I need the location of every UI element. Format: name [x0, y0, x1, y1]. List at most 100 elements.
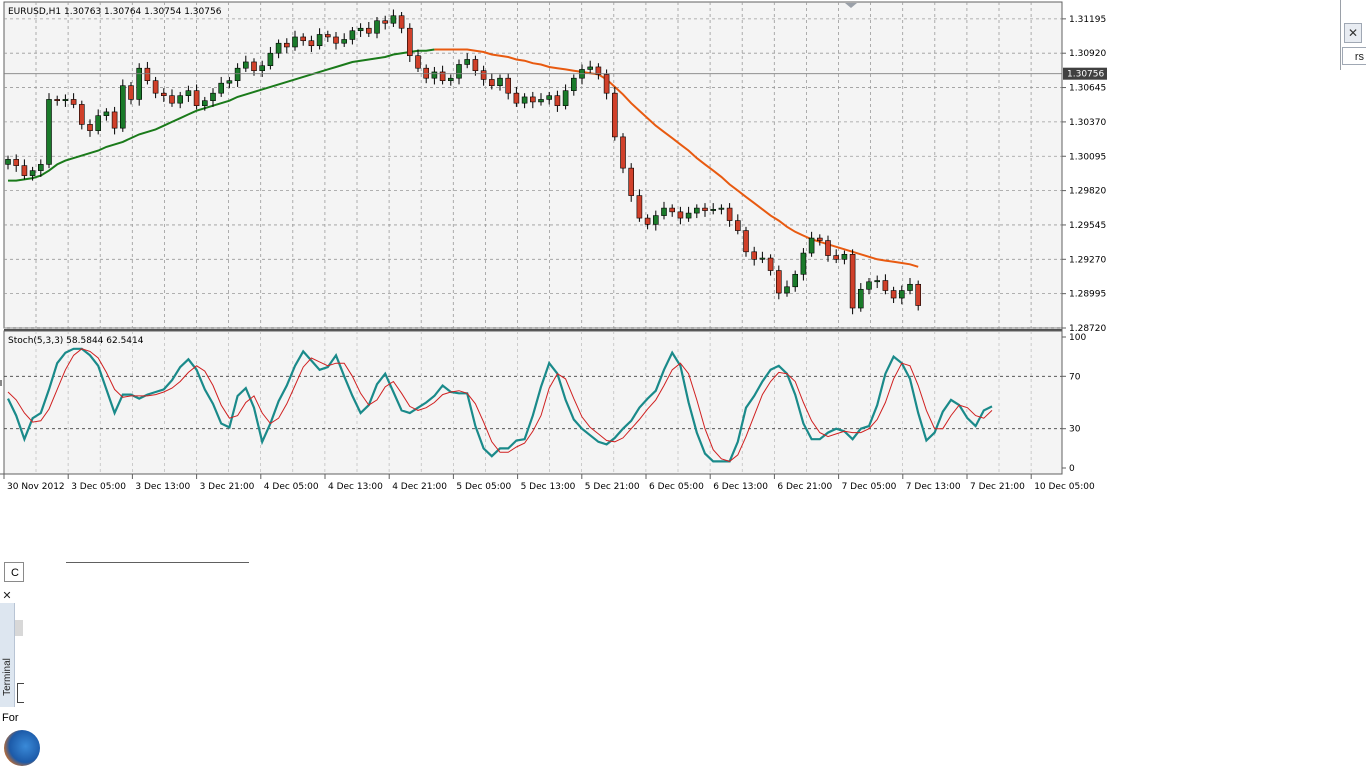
close-button[interactable]: ✕	[1344, 23, 1362, 43]
candle	[382, 15, 389, 30]
candle-body	[529, 96, 536, 103]
candle-body	[464, 59, 471, 65]
tab-fragment[interactable]: rs	[1342, 47, 1366, 65]
candle-body	[62, 99, 69, 101]
candle-body	[136, 67, 142, 100]
left-panel-scroll-block	[15, 620, 23, 636]
candle	[128, 81, 134, 105]
candle	[628, 163, 635, 202]
candle	[193, 84, 200, 110]
candle-body	[546, 95, 553, 100]
candle	[308, 35, 315, 52]
candle	[620, 133, 626, 174]
candle	[587, 60, 594, 74]
candle-body	[898, 290, 905, 299]
candle-body	[226, 80, 233, 84]
candle-body	[554, 95, 561, 106]
candle	[792, 270, 799, 292]
candle-body	[784, 286, 790, 294]
stochastic-main-line	[7, 347, 993, 463]
candle-body	[702, 207, 708, 211]
stochastic-pane[interactable]	[3, 330, 1063, 475]
candle	[349, 26, 356, 45]
candle	[390, 9, 397, 27]
candle-body	[456, 64, 462, 79]
chart-canvas[interactable]: 1.31195 1.30920 1.30645 1.30370 1.30095 1.298…	[0, 0, 1111, 497]
candle-body	[874, 280, 881, 283]
candle	[316, 28, 323, 50]
candle-body	[595, 66, 602, 75]
moving-average	[8, 48, 919, 268]
candle	[472, 55, 479, 76]
candle	[13, 154, 19, 172]
candle	[103, 108, 110, 121]
candle	[210, 88, 216, 107]
candle-body	[685, 212, 692, 219]
price-y-tick-label: 1.29820	[1069, 187, 1106, 197]
candle-body	[636, 195, 643, 219]
candle-body	[505, 77, 512, 94]
candle	[644, 214, 651, 230]
candle-body	[292, 36, 298, 48]
candle	[554, 90, 561, 112]
candle	[46, 93, 52, 169]
candle	[718, 204, 725, 215]
candle-body	[390, 15, 397, 24]
candle	[825, 235, 831, 262]
candle-body	[562, 90, 569, 106]
candle-body	[374, 20, 380, 34]
candle-body	[841, 254, 848, 260]
candle	[734, 214, 741, 235]
stochastic-pane-header: Stoch(5,3,3) 58.5844 62.5414	[8, 336, 144, 346]
browser-icon[interactable]	[4, 730, 40, 766]
candle	[882, 274, 889, 295]
candle	[816, 234, 823, 246]
x-tick-label: 5 Dec 05:00	[456, 482, 511, 492]
candle-body	[480, 70, 487, 80]
stochastic-y-tick-label: 100	[1069, 333, 1086, 343]
candle-body	[144, 67, 151, 81]
candle	[406, 23, 413, 62]
candle	[226, 76, 233, 89]
pane-separator[interactable]	[4, 329, 1062, 331]
candle	[898, 285, 905, 305]
candle-body	[87, 124, 93, 131]
x-tick-label: 7 Dec 05:00	[842, 482, 897, 492]
candle-body	[111, 111, 118, 129]
candle-body	[13, 159, 19, 166]
candle	[259, 60, 266, 77]
terminal-strip[interactable]	[0, 603, 15, 707]
candle-body	[423, 67, 430, 79]
shift-marker[interactable]	[845, 3, 857, 8]
left-panel-for-label: For	[2, 712, 19, 724]
price-pane[interactable]	[3, 1, 1063, 329]
candle-body	[611, 92, 618, 138]
terminal-label[interactable]: Terminal	[2, 658, 13, 696]
left-panel-box[interactable]	[17, 683, 24, 703]
candle	[87, 119, 93, 137]
candle-body	[300, 36, 307, 42]
candle-body	[79, 104, 85, 125]
x-tick-label: 4 Dec 21:00	[392, 482, 447, 492]
candle	[767, 254, 774, 276]
candle-body	[406, 27, 413, 57]
candle-body	[890, 290, 897, 299]
stochastic-y-axis: 100 70 30 0	[1062, 333, 1086, 474]
candle-body	[308, 40, 315, 47]
candle	[169, 89, 175, 107]
left-panel-tab[interactable]: C	[4, 562, 24, 582]
chart-window[interactable]: 1.31195 1.30920 1.30645 1.30370 1.30095 1.298…	[0, 0, 1111, 497]
candle-body	[259, 65, 266, 71]
candle-body	[710, 209, 717, 211]
candle	[488, 73, 495, 90]
candle	[652, 210, 659, 231]
candle-body	[497, 77, 503, 86]
candle-body	[275, 42, 282, 54]
price-pane-header: EURUSD,H1 1.30763 1.30764 1.30754 1.3075…	[8, 7, 222, 17]
candle	[857, 283, 864, 312]
price-grid	[4, 2, 1062, 329]
left-panel-close-button[interactable]: ✕	[2, 590, 12, 602]
candle-body	[521, 96, 528, 104]
candle-body	[243, 61, 249, 69]
candle	[324, 30, 331, 42]
